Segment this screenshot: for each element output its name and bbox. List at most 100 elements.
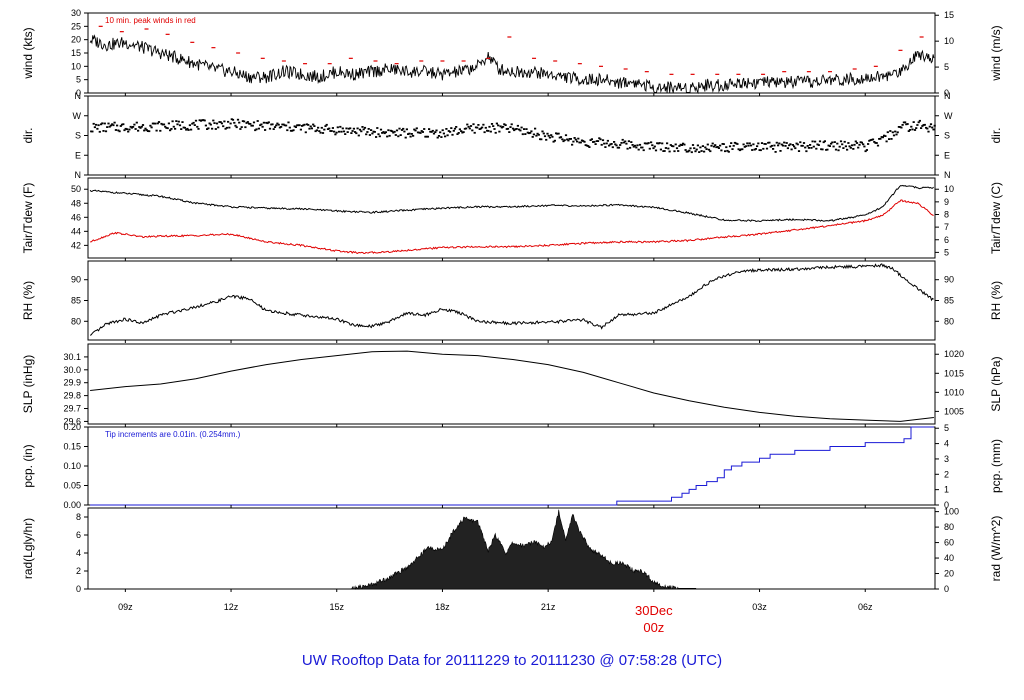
direction-direction-point: [827, 144, 830, 147]
direction-direction-point: [270, 123, 273, 126]
direction-direction-point: [342, 130, 346, 133]
direction-direction-point: [858, 143, 861, 146]
direction-direction-point: [222, 125, 225, 128]
pressure-left-tick-label: 29.6: [63, 416, 81, 426]
direction-direction-point: [331, 127, 334, 129]
direction-direction-point: [92, 122, 95, 125]
direction-direction-point: [514, 128, 517, 131]
direction-direction-point: [455, 126, 458, 128]
direction-direction-point: [91, 130, 94, 133]
direction-direction-point: [245, 122, 248, 124]
direction-direction-point: [466, 123, 469, 126]
precipitation-right-tick-label: 5: [944, 423, 949, 433]
direction-direction-point: [123, 129, 126, 132]
direction-direction-point: [667, 147, 670, 150]
direction-direction-point: [604, 146, 607, 148]
direction-direction-point: [811, 140, 814, 143]
direction-direction-point: [97, 124, 100, 127]
direction-direction-point: [621, 138, 624, 141]
direction-direction-point: [614, 143, 617, 146]
direction-direction-point: [360, 130, 363, 133]
direction-direction-point: [261, 125, 264, 128]
precipitation-left-tick-label: 0.15: [63, 442, 81, 452]
direction-direction-point: [468, 127, 471, 130]
direction-direction-point: [587, 145, 590, 147]
direction-direction-point: [199, 119, 203, 122]
direction-right-tick-label: S: [944, 131, 950, 141]
direction-direction-point: [890, 138, 893, 140]
direction-direction-point: [576, 140, 579, 143]
direction-direction-point: [912, 121, 915, 123]
direction-direction-point: [102, 130, 105, 132]
direction-direction-point: [640, 146, 643, 149]
direction-direction-point: [283, 124, 286, 127]
radiation-solar-radiation-area: [350, 509, 679, 591]
temperature-right-tick-label: 6: [944, 235, 949, 245]
direction-direction-point: [386, 135, 389, 138]
direction-direction-point: [506, 127, 510, 130]
direction-direction-point: [566, 138, 569, 141]
x-tick-label-12z: 12z: [224, 602, 239, 612]
direction-direction-point: [707, 148, 711, 151]
direction-direction-point: [312, 123, 315, 126]
direction-direction-point: [864, 150, 867, 153]
direction-direction-point: [235, 126, 238, 129]
direction-direction-point: [389, 129, 392, 132]
direction-direction-point: [204, 124, 207, 127]
direction-direction-point: [822, 141, 825, 144]
direction-direction-point: [679, 143, 682, 146]
direction-direction-point: [234, 124, 237, 127]
direction-direction-point: [913, 129, 917, 131]
direction-direction-point: [304, 131, 307, 134]
direction-direction-point: [532, 133, 535, 136]
direction-direction-point: [320, 126, 323, 129]
direction-direction-point: [193, 124, 196, 126]
radiation-right-axis-title: rad (W/m^2): [989, 516, 1003, 582]
humidity-relative-humidity-line: [89, 263, 934, 336]
direction-direction-point: [584, 144, 587, 146]
direction-direction-point: [241, 120, 244, 122]
direction-direction-point: [717, 147, 720, 149]
direction-direction-point: [712, 145, 716, 148]
direction-direction-point: [550, 134, 553, 136]
direction-direction-point: [208, 122, 211, 125]
direction-direction-point: [212, 119, 215, 122]
direction-direction-point: [358, 128, 362, 131]
direction-direction-point: [463, 127, 466, 130]
temperature-left-tick-label: 46: [71, 212, 81, 222]
wind-annotation: 10 min. peak winds in red: [105, 16, 196, 25]
direction-direction-point: [673, 150, 676, 153]
direction-direction-point: [124, 127, 127, 130]
direction-direction-point: [143, 129, 146, 132]
direction-direction-point: [853, 143, 856, 146]
direction-direction-point: [361, 126, 364, 128]
direction-direction-point: [654, 149, 658, 152]
direction-direction-point: [690, 151, 693, 154]
direction-direction-point: [770, 144, 773, 147]
direction-direction-point: [317, 126, 320, 129]
direction-direction-point: [265, 121, 268, 124]
direction-direction-point: [477, 124, 480, 126]
direction-direction-point: [908, 129, 912, 131]
direction-direction-point: [405, 128, 408, 131]
direction-direction-point: [569, 138, 572, 140]
direction-direction-point: [892, 134, 896, 137]
direction-direction-point: [130, 126, 133, 129]
direction-direction-point: [461, 131, 464, 134]
direction-direction-point: [181, 121, 184, 123]
direction-direction-point: [165, 127, 168, 129]
direction-direction-point: [250, 124, 253, 127]
direction-direction-point: [879, 137, 882, 140]
direction-direction-point: [96, 127, 99, 130]
direction-direction-point: [122, 123, 125, 126]
direction-direction-point: [308, 127, 311, 130]
direction-direction-point: [812, 145, 815, 148]
direction-direction-point: [693, 147, 696, 150]
direction-direction-point: [816, 143, 819, 146]
direction-direction-point: [326, 128, 330, 130]
direction-direction-point: [646, 142, 649, 145]
direction-direction-point: [215, 122, 219, 125]
pressure-right-tick-label: 1005: [944, 406, 964, 416]
direction-direction-point: [404, 136, 407, 139]
direction-direction-point: [630, 141, 633, 143]
